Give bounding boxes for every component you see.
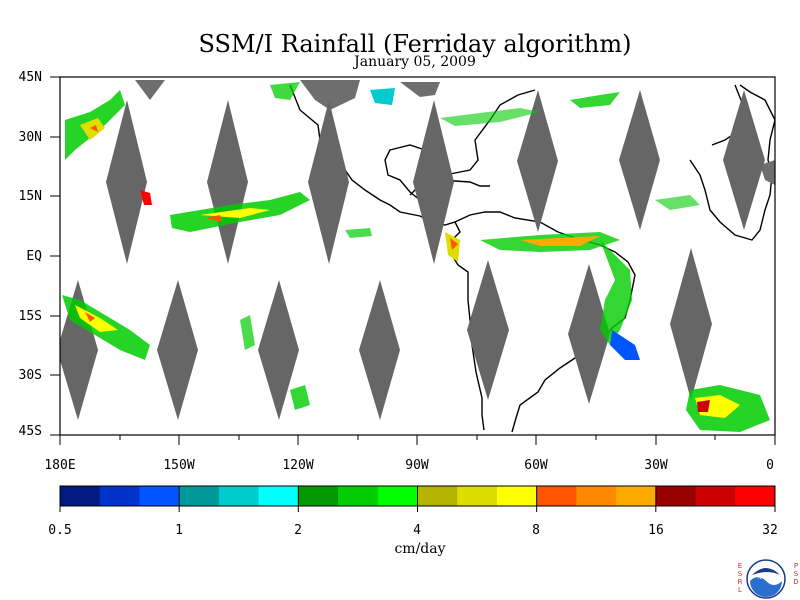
colorbar-swatch (496, 486, 538, 506)
colorbar-label-2: 2 (294, 523, 302, 538)
lon-label-30w: 30W (644, 458, 668, 473)
colorbar-swatch (695, 486, 736, 506)
lon-label-60w: 60W (524, 458, 548, 473)
map-title: SSM/I Rainfall (Ferriday algorithm) (198, 30, 632, 58)
colorbar-swatch (417, 486, 458, 506)
colorbar-swatch (457, 486, 498, 506)
colorbar-swatch (576, 486, 617, 506)
lat-label-30n: 30N (18, 130, 42, 145)
rainfall-patches (62, 82, 770, 432)
lat-label-eq: EQ (26, 249, 42, 264)
lon-label-0: 0 (766, 458, 774, 473)
colorbar-units: cm/day (394, 541, 446, 557)
colorbar-label-32: 32 (762, 523, 778, 538)
gray-land-areas (135, 80, 775, 185)
map-date: January 05, 2009 (354, 54, 476, 70)
colorbar-swatch (298, 486, 339, 506)
colorbar-label-4: 4 (413, 523, 421, 538)
colorbar-swatch (655, 486, 697, 506)
colorbar-label-16: 16 (648, 523, 664, 538)
lat-label-15s: 15S (18, 309, 42, 324)
colorbar-label-0-5: 0.5 (48, 523, 72, 538)
colorbar-swatch (536, 486, 577, 506)
colorbar-label-1: 1 (175, 523, 183, 538)
lat-label-45s: 45S (18, 424, 42, 439)
lat-label-45n: 45N (18, 70, 42, 85)
noaa-emblem-text: NOAA (757, 574, 775, 581)
colorbar-swatch (139, 486, 180, 506)
colorbar (59, 485, 776, 512)
colorbar-swatch (60, 486, 101, 506)
colorbar-swatch (99, 486, 140, 506)
colorbar-swatch (179, 486, 220, 506)
lon-label-120w: 120W (282, 458, 314, 473)
colorbar-swatch (338, 486, 379, 506)
colorbar-swatch (735, 486, 776, 506)
lat-label-30s: 30S (18, 368, 42, 383)
colorbar-label-8: 8 (532, 523, 540, 538)
axis-ticks (50, 76, 776, 445)
colorbar-swatch (616, 486, 657, 506)
colorbar-swatch (377, 486, 418, 506)
swath-gaps (60, 90, 765, 420)
lon-label-180e: 180E (44, 458, 76, 473)
lon-label-150w: 150W (163, 458, 195, 473)
map-contents (60, 77, 775, 433)
lat-label-15n: 15N (18, 189, 42, 204)
colorbar-swatch (218, 486, 260, 506)
noaa-emblem-icon: NOAA (746, 559, 786, 599)
lon-label-90w: 90W (405, 458, 429, 473)
colorbar-swatch (258, 486, 299, 506)
